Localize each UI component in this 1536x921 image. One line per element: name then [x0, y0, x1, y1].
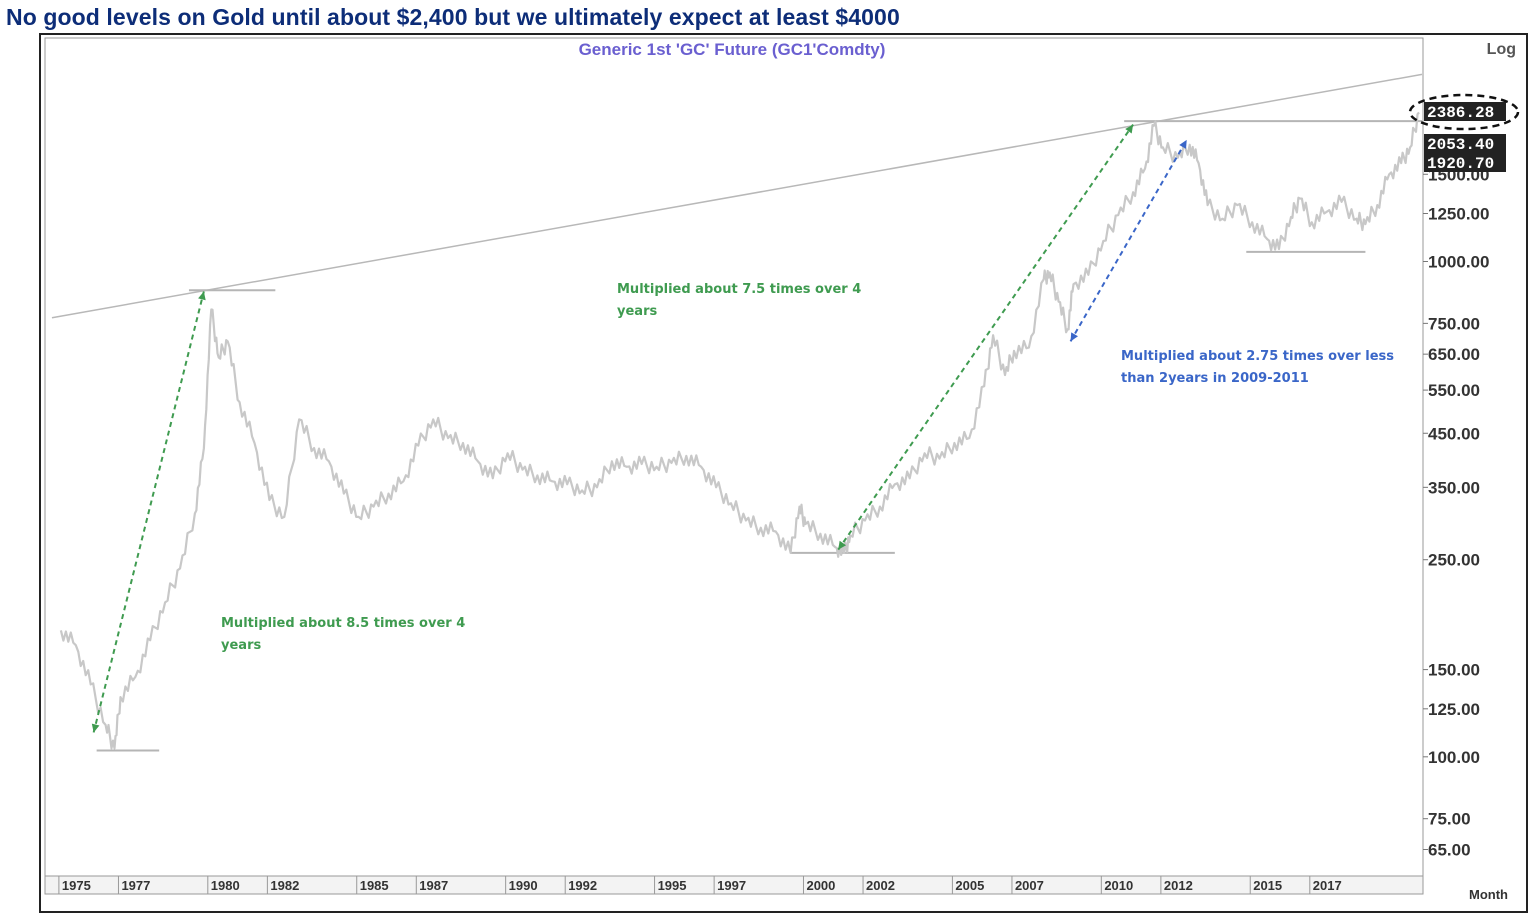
price-box-label-1: 2053.40: [1427, 136, 1494, 154]
x-tick-label-3: 1982: [270, 878, 299, 893]
y-tick-label-12: 75.00: [1428, 810, 1471, 829]
arrow-line-0: [92, 291, 205, 733]
chart-outer-border: [39, 33, 1528, 913]
y-tick-label-5: 550.00: [1428, 381, 1480, 400]
arrow-head-2-end: [1179, 139, 1187, 149]
x-tick-label-0: 1975: [62, 878, 91, 893]
y-tick-label-11: 100.00: [1428, 748, 1480, 767]
x-tick-label-8: 1995: [658, 878, 687, 893]
annotation-8-5x-line1: Multiplied about 8.5 times over 4: [221, 616, 465, 631]
x-tick-label-15: 2012: [1164, 878, 1193, 893]
y-tick-label-6: 450.00: [1428, 424, 1480, 443]
scale-label: Log: [1487, 41, 1516, 58]
x-tick-label-10: 2000: [806, 878, 835, 893]
arrow-line-1: [837, 123, 1134, 551]
move-arrows: [91, 123, 1188, 733]
y-tick-label-9: 150.00: [1428, 661, 1480, 680]
x-tick-label-7: 1992: [568, 878, 597, 893]
x-tick-label-6: 1990: [509, 878, 538, 893]
x-tick-label-4: 1985: [360, 878, 389, 893]
price-box-label-0: 2386.28: [1427, 104, 1494, 122]
price-box-0: [1424, 102, 1506, 121]
y-tick-label-4: 650.00: [1428, 345, 1480, 364]
x-tick-label-9: 1997: [717, 878, 746, 893]
x-tick-label-5: 1987: [419, 878, 448, 893]
price-box-1: [1424, 134, 1506, 153]
y-tick-label-7: 350.00: [1428, 478, 1480, 497]
y-tick-label-2: 1000.00: [1428, 252, 1489, 271]
y-tick-label-1: 1250.00: [1428, 204, 1489, 223]
y-tick-label-13: 65.00: [1428, 840, 1471, 859]
annotation-7-5x-line2: years: [617, 304, 657, 319]
arrow-head-1-end: [1125, 124, 1134, 134]
x-tick-label-11: 2002: [866, 878, 895, 893]
annotation-7-5x-line1: Multiplied about 7.5 times over 4: [617, 282, 861, 297]
chart-subtitle: Generic 1st 'GC' Future (GC1'Comdty): [579, 40, 886, 59]
arrow-head-0-end: [198, 291, 206, 301]
x-tick-label-2: 1980: [211, 878, 240, 893]
x-axis-label: Month: [1469, 887, 1508, 902]
arrow-head-1-start: [838, 540, 847, 550]
support-levels: [96, 120, 1422, 752]
trendlines: [51, 73, 1423, 319]
annotation-2-75x-line1: Multiplied about 2.75 times over less: [1121, 349, 1394, 364]
x-axis-tick-labels: 1975 1977 1980 1982 1985 1987 1990 1992 1995 1997…: [58, 876, 1342, 894]
annotation-2-75x-line2: than 2years in 2009-2011: [1121, 371, 1309, 386]
x-tick-label-13: 2007: [1015, 878, 1044, 893]
arrow-line-2: [1069, 139, 1188, 342]
y-tick-label-8: 250.00: [1428, 551, 1480, 570]
x-tick-label-12: 2005: [955, 878, 984, 893]
plot-area-border: [44, 37, 1424, 877]
price-box-2: [1424, 153, 1506, 172]
x-tick-label-17: 2017: [1313, 878, 1342, 893]
price-highlight-ellipse-0: [1408, 93, 1520, 131]
arrow-head-0-start: [91, 723, 100, 733]
page-headline: No good levels on Gold until about $2,40…: [6, 4, 900, 30]
price-series: [59, 111, 1420, 750]
y-tick-label-3: 750.00: [1428, 314, 1480, 333]
y-axis-tick-labels: 1500.001250.001000.00750.00650.00550.004…: [1428, 165, 1489, 859]
x-tick-label-16: 2015: [1253, 878, 1282, 893]
price-series-line-0: [59, 111, 1420, 750]
y-tick-marks: [1423, 173, 1428, 850]
x-tick-label-14: 2010: [1104, 878, 1133, 893]
annotation-8-5x-line2: years: [221, 638, 261, 653]
y-tick-label-10: 125.00: [1428, 700, 1480, 719]
arrow-head-2-start: [1070, 332, 1078, 342]
trendline-0: [51, 73, 1423, 319]
x-tick-label-1: 1977: [121, 878, 150, 893]
price-box-label-2: 1920.70: [1427, 155, 1494, 173]
